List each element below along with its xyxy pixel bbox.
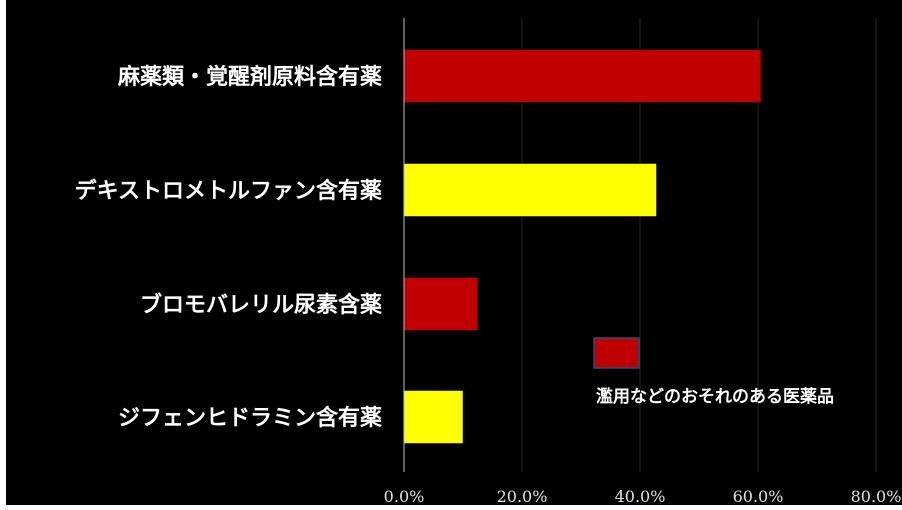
category-label: デキストロメトルファン含有薬 (75, 178, 382, 204)
bar (403, 49, 762, 103)
legend-swatch (593, 337, 640, 369)
x-tick-label: 60.0% (733, 487, 784, 505)
legend: 濫用などのおそれのある医薬品 (593, 337, 834, 407)
bar (403, 390, 464, 444)
category-label: ブロモバレリル尿素含薬 (140, 292, 382, 318)
category-label: 麻薬類・覚醒剤原料含有薬 (117, 64, 382, 90)
x-tick-label: 40.0% (615, 487, 666, 505)
x-tick-label: 80.0% (851, 487, 902, 505)
category-label: ジフェンヒドラミン含有薬 (118, 405, 382, 431)
x-tick-labels: 0.0% 20.0% 40.0% 60.0% 80.0% (384, 487, 902, 506)
chart-container: 麻薬類・覚醒剤原料含有薬デキストロメトルファン含有薬ブロモバレリル尿素含薬ジフェ… (6, 0, 902, 506)
bars (403, 49, 762, 444)
legend-label: 濫用などのおそれのある医薬品 (596, 386, 834, 407)
category-labels: 麻薬類・覚醒剤原料含有薬デキストロメトルファン含有薬ブロモバレリル尿素含薬ジフェ… (75, 64, 382, 431)
x-tick-label: 20.0% (497, 487, 548, 505)
x-tick-label: 0.0% (384, 487, 425, 505)
bar (403, 163, 657, 217)
bar (403, 277, 478, 331)
bar-chart: 麻薬類・覚醒剤原料含有薬デキストロメトルファン含有薬ブロモバレリル尿素含薬ジフェ… (75, 18, 902, 506)
